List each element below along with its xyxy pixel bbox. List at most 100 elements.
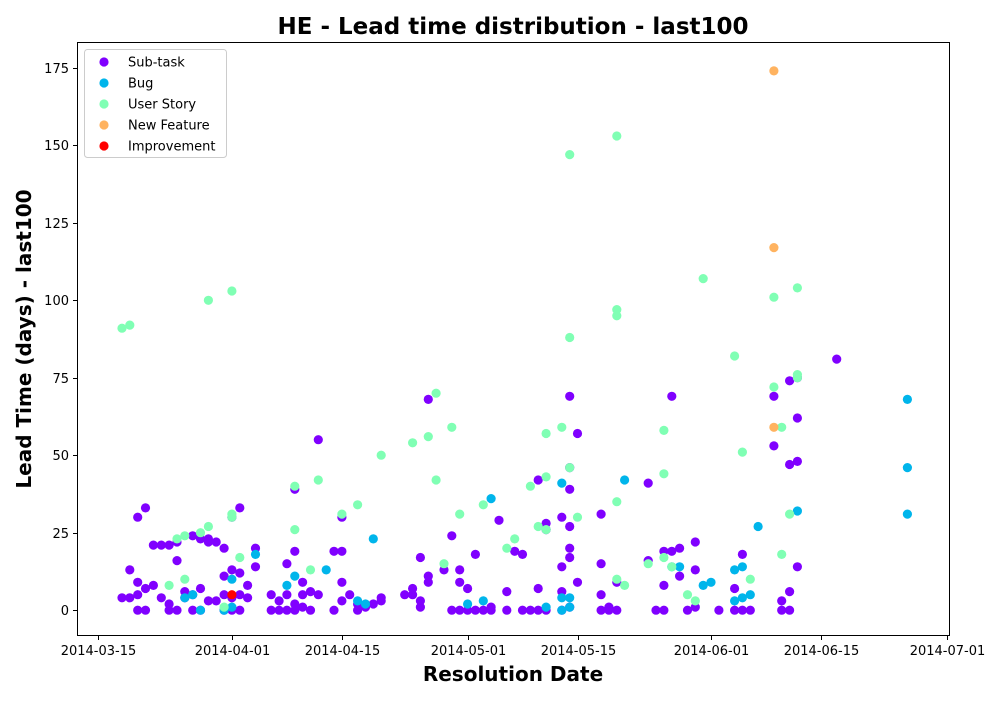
data-point — [620, 580, 630, 591]
data-point — [478, 605, 488, 615]
data-point — [785, 376, 795, 386]
data-point — [290, 546, 300, 556]
data-point — [337, 509, 347, 519]
data-point — [730, 596, 740, 606]
data-point — [785, 587, 795, 597]
data-point — [832, 354, 842, 364]
data-point — [667, 562, 677, 572]
data-point — [415, 552, 425, 563]
data-point — [117, 323, 127, 333]
data-point — [690, 565, 700, 575]
data-point — [572, 512, 583, 522]
data-point — [565, 602, 575, 612]
x-tick-label: 2014-04-15 — [305, 644, 381, 659]
data-point — [737, 549, 748, 560]
data-point — [737, 593, 748, 603]
data-point — [329, 605, 339, 615]
data-point — [698, 274, 708, 284]
data-point — [682, 590, 693, 600]
y-tick-label: 0 — [61, 604, 69, 619]
data-point — [298, 590, 308, 600]
data-point — [557, 562, 567, 572]
data-point — [565, 150, 575, 160]
data-point — [730, 351, 740, 361]
data-point — [148, 540, 158, 550]
data-point — [219, 602, 229, 612]
data-point — [612, 311, 622, 321]
data-point — [313, 435, 323, 445]
data-point — [243, 580, 253, 591]
legend-label: Sub-task — [128, 56, 185, 71]
x-axis: 2014-03-15 2014-04-01 2014-04-15 2014-05-01… — [61, 635, 985, 659]
data-point — [282, 559, 292, 569]
data-point — [188, 605, 198, 615]
data-point — [533, 475, 543, 485]
data-point — [227, 590, 237, 600]
data-point — [203, 596, 213, 606]
data-point — [125, 565, 135, 575]
data-point — [156, 593, 166, 603]
data-point — [368, 599, 378, 609]
data-point — [565, 484, 575, 494]
data-point — [447, 531, 457, 541]
data-point — [525, 481, 536, 491]
data-point — [313, 475, 323, 485]
chart-title: HE - Lead time distribution - last100 — [277, 14, 748, 40]
data-point — [140, 503, 151, 513]
data-point — [502, 587, 512, 597]
data-point — [612, 574, 622, 584]
legend-marker — [99, 141, 109, 151]
data-point — [486, 494, 496, 504]
data-point — [156, 540, 166, 550]
data-point — [235, 605, 245, 615]
data-point — [533, 605, 543, 615]
data-point — [219, 543, 229, 553]
data-point — [439, 559, 449, 569]
data-point — [133, 512, 143, 522]
data-point — [494, 515, 504, 525]
data-point — [572, 577, 583, 587]
data-point — [792, 506, 803, 516]
data-point — [463, 583, 473, 594]
data-point — [517, 549, 528, 560]
data-point — [510, 546, 520, 556]
data-point — [250, 562, 261, 572]
data-point — [533, 583, 543, 594]
data-point — [455, 509, 465, 519]
data-point — [423, 432, 433, 442]
data-point — [455, 577, 465, 587]
y-tick-label: 150 — [44, 139, 69, 154]
data-point — [148, 580, 158, 591]
data-point — [596, 605, 606, 615]
data-point — [227, 602, 237, 612]
data-point — [706, 577, 716, 587]
data-point — [290, 605, 300, 615]
data-point — [431, 475, 441, 485]
legend-marker — [99, 99, 109, 109]
data-point — [125, 320, 135, 330]
data-point — [337, 577, 347, 587]
data-point — [431, 388, 441, 398]
data-point — [423, 394, 433, 404]
data-point — [337, 596, 347, 606]
data-point — [274, 605, 284, 615]
plot-frame — [77, 42, 950, 636]
data-point — [557, 512, 567, 522]
data-point — [533, 521, 543, 532]
data-point — [745, 605, 755, 615]
data-point — [651, 605, 661, 615]
data-point — [282, 590, 292, 600]
data-point — [769, 422, 779, 432]
data-point — [345, 590, 355, 600]
data-point — [408, 590, 418, 600]
data-point — [463, 599, 473, 609]
data-point — [769, 292, 779, 302]
data-point — [737, 562, 748, 572]
data-point — [195, 528, 206, 538]
data-point — [565, 463, 575, 473]
legend-marker — [99, 120, 109, 130]
data-point — [329, 546, 339, 556]
data-point — [211, 537, 221, 547]
data-point — [353, 596, 363, 606]
data-point — [172, 534, 182, 544]
